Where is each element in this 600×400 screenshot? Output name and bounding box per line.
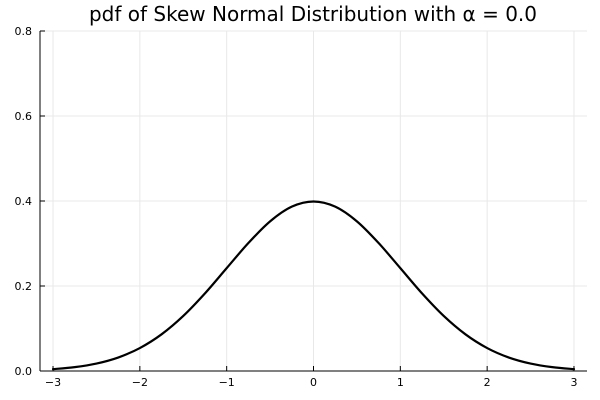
y-tick-label: 0.0 [15, 365, 33, 378]
axes [39, 30, 587, 372]
series-line [51, 200, 576, 371]
x-tick-label: −2 [132, 376, 148, 389]
x-tick-label: −3 [45, 376, 61, 389]
x-tick-label: −1 [219, 376, 235, 389]
x-tick-label: 1 [397, 376, 404, 389]
tick-labels: −3 −2 −1 0 1 2 3 0.0 0.2 0.4 0.6 0.8 [15, 25, 578, 389]
chart-title: pdf of Skew Normal Distribution with α =… [89, 2, 537, 26]
y-tick-label: 0.4 [15, 195, 33, 208]
grid [40, 30, 587, 372]
y-tick-label: 0.6 [15, 110, 33, 123]
x-tick-label: 2 [484, 376, 491, 389]
x-tick-label: 3 [570, 376, 577, 389]
series-layer [51, 200, 576, 371]
y-tick-label: 0.2 [15, 280, 33, 293]
y-tick-label: 0.8 [15, 25, 33, 38]
x-tick-label: 0 [310, 376, 317, 389]
